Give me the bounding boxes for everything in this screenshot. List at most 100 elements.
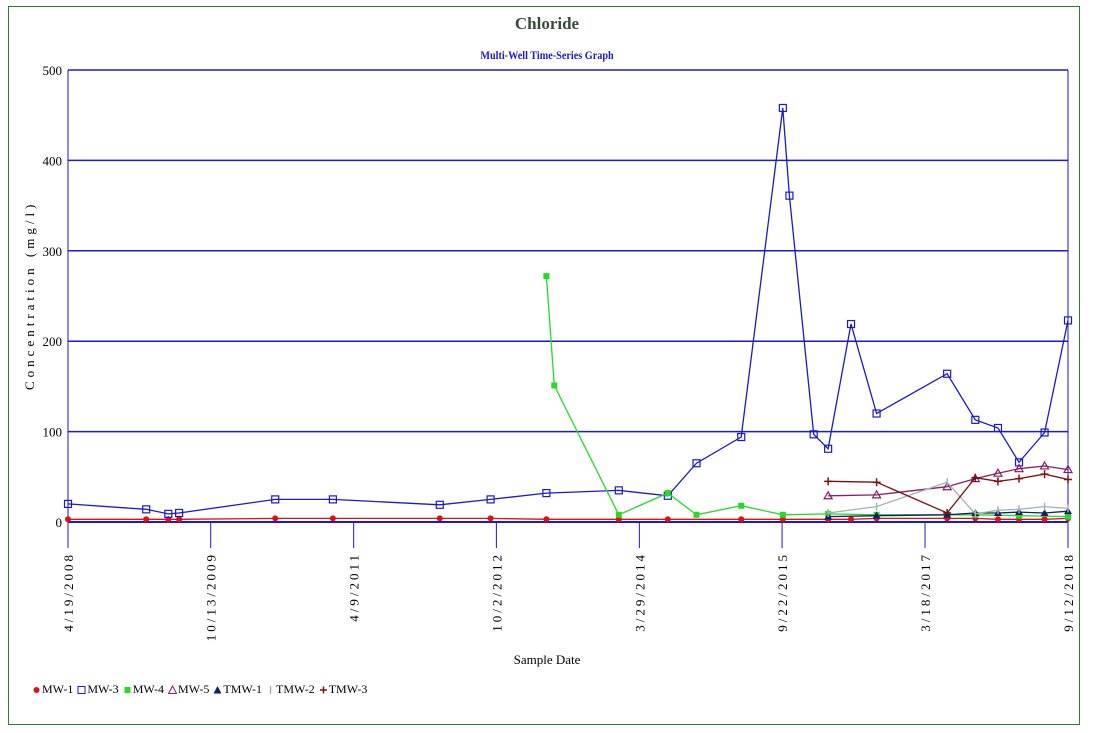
x-tick-label: 10/2/2012 xyxy=(489,552,504,632)
data-point-mw-3 xyxy=(692,459,701,468)
data-point-tmw-3 xyxy=(993,477,1002,486)
legend-marker-icon xyxy=(213,685,222,693)
data-point-mw-4 xyxy=(543,273,550,280)
data-point-mw-3 xyxy=(142,505,151,514)
data-point-mw-1 xyxy=(65,516,71,523)
data-point-mw-1 xyxy=(779,516,786,523)
chart-frame xyxy=(8,6,1080,725)
data-point-mw-3 xyxy=(971,415,980,424)
legend-marker-icon xyxy=(33,686,40,693)
data-point-mw-1 xyxy=(176,516,183,523)
y-tick-label: 200 xyxy=(43,334,63,349)
y-tick-label: 400 xyxy=(43,153,63,168)
legend-label: MW-3 xyxy=(87,682,119,696)
legend-marker-icon xyxy=(319,686,327,693)
data-point-mw-3 xyxy=(824,444,833,453)
data-point-mw-1 xyxy=(848,516,855,523)
series-line-tmw-2 xyxy=(828,481,1069,515)
data-point-mw-3 xyxy=(778,103,787,113)
x-axis-label: Sample Date xyxy=(513,652,581,667)
legend-label: MW-5 xyxy=(178,682,210,696)
y-tick-label: 0 xyxy=(56,515,63,530)
series-line-mw-1 xyxy=(68,517,1069,520)
chart-subtitle: Multi-Well Time-Series Graph xyxy=(480,48,614,62)
data-point-mw-1 xyxy=(543,516,550,523)
legend-marker-icon xyxy=(77,685,86,694)
data-point-mw-1 xyxy=(664,516,671,523)
data-point-mw-3 xyxy=(993,423,1003,433)
chart-title: Chloride xyxy=(514,14,580,33)
data-point-tmw-1 xyxy=(872,511,881,519)
y-tick-label: 100 xyxy=(43,425,63,440)
data-point-mw-5 xyxy=(992,467,1003,477)
x-tick-label: 4/19/2008 xyxy=(61,552,76,632)
y-axis-label: Concentration (mg/l) xyxy=(22,200,37,390)
data-point-mw-3 xyxy=(328,495,337,504)
data-point-tmw-3 xyxy=(1064,475,1072,484)
data-point-tmw-1 xyxy=(1040,508,1049,516)
data-point-mw-3 xyxy=(785,191,794,200)
data-point-mw-3 xyxy=(737,432,746,442)
data-point-mw-4 xyxy=(551,382,558,389)
data-point-mw-1 xyxy=(615,516,622,523)
legend-item-mw-1: MW-1 xyxy=(32,682,73,697)
x-tick-label: 3/29/2014 xyxy=(632,552,647,632)
y-tick-label: 300 xyxy=(43,244,63,259)
x-tick-label: 4/9/2011 xyxy=(347,552,362,622)
data-point-mw-1 xyxy=(487,515,494,522)
y-tick-label: 500 xyxy=(43,63,63,78)
legend-item-tmw-2: TMW-2 xyxy=(266,682,315,697)
data-point-mw-3 xyxy=(846,319,856,329)
data-point-tmw-3 xyxy=(1040,470,1049,479)
legend-label: MW-1 xyxy=(42,682,74,696)
data-point-mw-5 xyxy=(1039,460,1050,470)
series-line-mw-5 xyxy=(828,465,1069,497)
legend-item-mw-4: MW-4 xyxy=(123,682,164,697)
x-tick-label: 9/12/2018 xyxy=(1061,552,1076,632)
data-point-tmw-3 xyxy=(971,473,980,482)
legend-label: TMW-3 xyxy=(328,682,368,696)
data-point-mw-1 xyxy=(738,516,745,523)
data-point-mw-3 xyxy=(486,495,495,504)
data-point-mw-1 xyxy=(143,516,150,523)
data-point-mw-4 xyxy=(1016,512,1023,519)
data-point-mw-4 xyxy=(779,511,786,518)
data-point-mw-3 xyxy=(614,486,623,495)
series-line-tmw-3 xyxy=(828,473,1069,514)
legend-marker-icon xyxy=(168,684,178,694)
data-point-tmw-3 xyxy=(872,478,881,487)
legend-item-tmw-1: TMW-1 xyxy=(213,682,262,697)
data-point-tmw-3 xyxy=(824,477,833,486)
legend-label: MW-4 xyxy=(132,682,165,696)
x-tick-label: 9/22/2015 xyxy=(775,552,790,632)
legend-label: TMW-2 xyxy=(276,682,315,696)
chart-legend: MW-1 MW-3 MW-4 MW-5 TMW-1 TMW-2 TMW-3 xyxy=(32,682,367,697)
data-point-mw-3 xyxy=(271,495,280,504)
legend-marker-icon xyxy=(124,686,131,693)
data-point-mw-1 xyxy=(329,515,336,522)
data-point-mw-4 xyxy=(664,490,671,497)
series-line-mw-3 xyxy=(67,107,1069,515)
data-point-mw-3 xyxy=(175,508,184,518)
data-point-mw-3 xyxy=(1063,316,1073,325)
data-point-mw-3 xyxy=(872,409,881,418)
data-point-mw-3 xyxy=(809,430,818,439)
legend-item-mw-3: MW-3 xyxy=(77,682,119,697)
data-point-mw-3 xyxy=(542,488,551,498)
legend-marker-icon xyxy=(269,685,272,694)
data-point-mw-3 xyxy=(63,499,73,509)
data-point-mw-5 xyxy=(871,489,882,499)
data-point-mw-5 xyxy=(1013,463,1025,473)
legend-item-mw-5: MW-5 xyxy=(168,682,209,697)
data-point-mw-4 xyxy=(1065,513,1071,520)
legend-item-tmw-3: TMW-3 xyxy=(319,682,368,697)
data-point-mw-3 xyxy=(1040,428,1049,437)
data-point-mw-3 xyxy=(435,500,444,509)
data-point-mw-5 xyxy=(1062,464,1074,474)
data-point-mw-4 xyxy=(738,502,745,509)
data-point-tmw-3 xyxy=(943,508,952,517)
data-point-tmw-3 xyxy=(1015,474,1024,483)
data-point-mw-4 xyxy=(615,511,622,518)
data-point-mw-1 xyxy=(1041,516,1048,523)
